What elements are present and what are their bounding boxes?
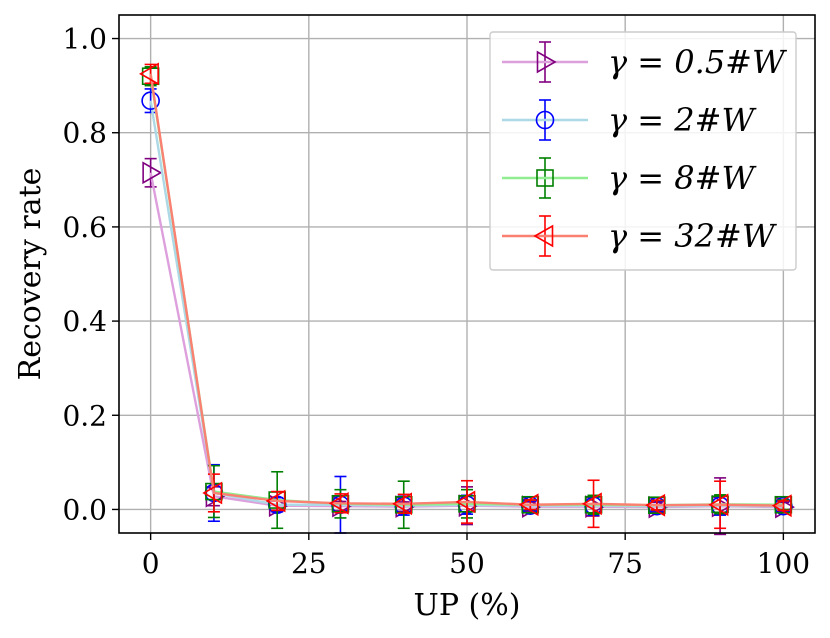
- triangle-left-marker: [328, 491, 349, 515]
- triangle-left-marker: [645, 493, 666, 517]
- legend-label: γ = 0.5#W: [608, 43, 788, 81]
- ticks: 0 25 50 75 100 0.0 0.2 0.4 0.6 0.8 1.0: [62, 23, 810, 580]
- triangle-left-marker: [533, 224, 554, 248]
- x-tick-label: 100: [757, 547, 810, 580]
- legend-item: γ = 0.5#W: [502, 41, 788, 83]
- triangle-left-marker: [708, 493, 729, 517]
- legend-label: γ = 8#W: [608, 159, 757, 197]
- triangle-left-marker: [581, 492, 602, 516]
- x-tick-label: 50: [449, 547, 485, 580]
- y-tick-label: 0.6: [62, 211, 107, 244]
- triangle-left-marker: [265, 489, 286, 513]
- triangle-right-marker: [142, 161, 163, 185]
- x-tick-label: 75: [607, 547, 643, 580]
- triangle-left-marker: [455, 490, 476, 514]
- y-tick-label: 0.8: [62, 117, 107, 150]
- y-axis-label: Recovery rate: [13, 168, 48, 381]
- legend-item: γ = 8#W: [502, 157, 757, 199]
- legend-item: γ = 2#W: [502, 99, 757, 141]
- x-tick-label: 25: [291, 547, 327, 580]
- x-tick-label: 0: [142, 547, 160, 580]
- x-axis-label: UP (%): [414, 588, 521, 623]
- triangle-right-marker: [536, 50, 557, 74]
- legend-box: [489, 31, 797, 271]
- triangle-left-marker: [392, 492, 413, 516]
- circle-marker: [535, 110, 555, 130]
- triangle-left-marker: [771, 494, 792, 518]
- circle-marker: [141, 91, 160, 111]
- triangle-left-marker: [139, 62, 159, 86]
- legend-label: γ = 32#W: [608, 217, 778, 255]
- series-line: [149, 73, 784, 507]
- y-tick-label: 0.4: [62, 305, 107, 338]
- y-tick-label: 1.0: [62, 23, 107, 56]
- series-layer: [139, 62, 795, 536]
- legend-item: γ = 32#W: [502, 215, 778, 257]
- y-tick-label: 0.2: [62, 399, 107, 432]
- y-tick-label: 0.0: [62, 493, 107, 526]
- square-marker: [536, 169, 554, 187]
- triangle-left-marker: [202, 481, 223, 505]
- series-3: [139, 62, 792, 530]
- triangle-left-marker: [518, 493, 539, 517]
- legend: γ = 0.5#W γ = 2#W γ = 8#W γ = 32#W: [489, 31, 797, 271]
- legend-label: γ = 2#W: [608, 101, 757, 139]
